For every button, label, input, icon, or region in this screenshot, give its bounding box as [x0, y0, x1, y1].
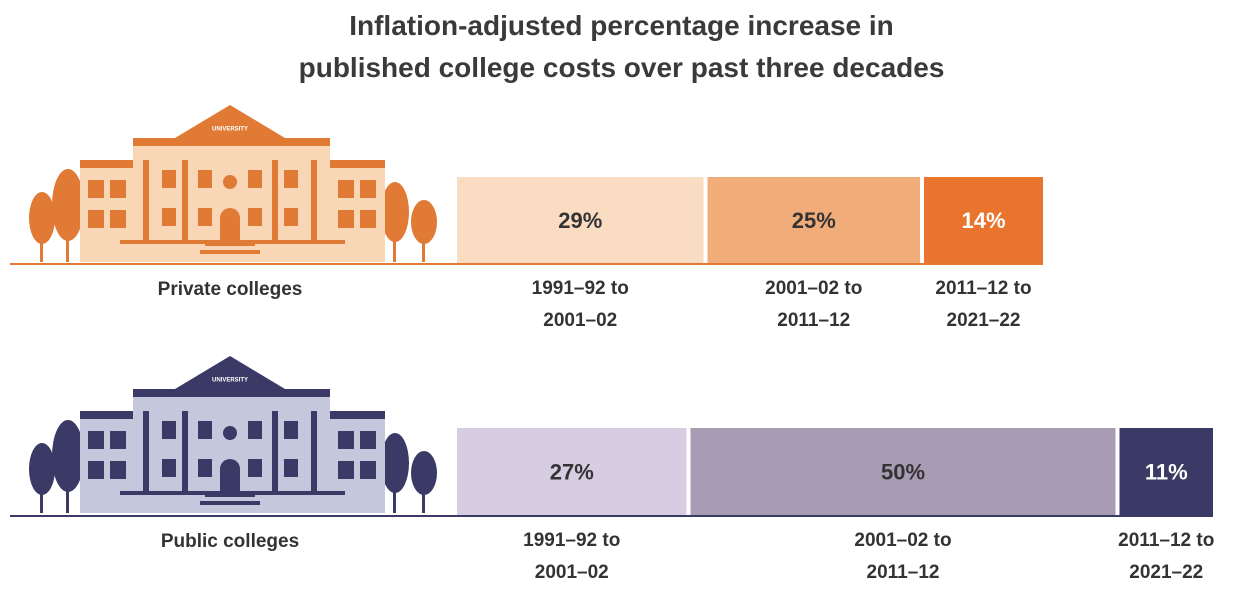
period-label: 2011–12 to 2021–22 — [1118, 530, 1215, 583]
bar-segment — [690, 428, 1116, 515]
bar-segment — [924, 177, 1043, 263]
row-label: Public colleges — [160, 531, 300, 552]
chart-title: Inflation-adjusted percentage increase i… — [349, 10, 894, 41]
period-label: 2011–12 to 2021–22 — [935, 278, 1032, 331]
building-label: UNIVERSITY — [212, 378, 248, 384]
bar-segment — [707, 177, 920, 263]
period-label: 1991–92 to 2001–02 — [523, 530, 621, 583]
data-label: 27% — [550, 459, 594, 484]
data-label: 50% — [881, 459, 925, 484]
period-label: 2001–02 to 2011–12 — [765, 278, 863, 331]
period-label: 2001–02 to 2011–12 — [854, 530, 952, 583]
data-label: 14% — [961, 208, 1005, 233]
bar-segment — [457, 177, 704, 263]
bar-segment — [457, 428, 687, 515]
data-label: 29% — [558, 208, 602, 233]
row-label: Private colleges — [157, 279, 303, 300]
data-label: 25% — [792, 208, 836, 233]
chart-subtitle: published college costs over past three … — [298, 52, 945, 83]
data-label: 11% — [1145, 459, 1188, 484]
building-icon: UNIVERSITY — [29, 356, 437, 513]
period-label: 1991–92 to 2001–02 — [531, 278, 629, 331]
bar-segment — [1119, 428, 1213, 515]
building-icon: UNIVERSITY — [29, 105, 437, 262]
building-label: UNIVERSITY — [212, 127, 248, 133]
